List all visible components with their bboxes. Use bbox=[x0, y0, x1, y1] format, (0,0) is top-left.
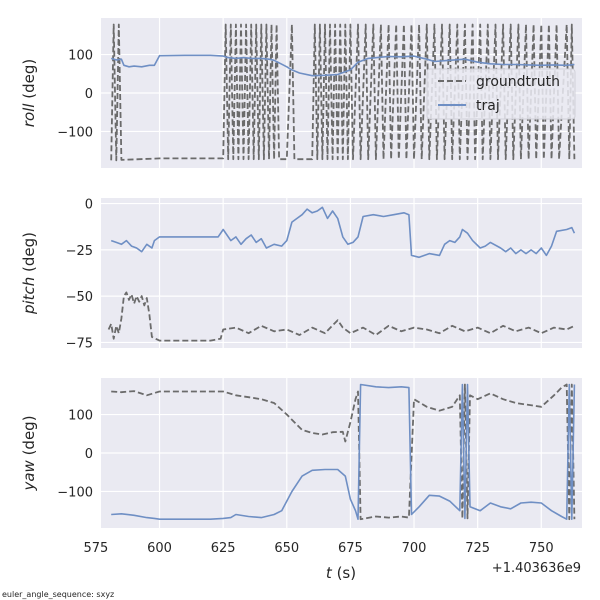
series-group-pitch bbox=[107, 206, 576, 342]
x-tick-label: 575 bbox=[83, 541, 108, 556]
x-tick-label: 650 bbox=[274, 541, 299, 556]
x-tick-labels: 575 600 625 650 675 700 725 750 bbox=[83, 541, 553, 556]
y-axis-label-var: roll bbox=[20, 103, 38, 128]
y-axis-label-unit: (deg) bbox=[20, 59, 38, 104]
series-group-yaw bbox=[111, 383, 576, 521]
x-offset-label: +1.403636e9 bbox=[492, 561, 581, 576]
y-axis-label-var: pitch bbox=[20, 277, 38, 315]
series-line-roll-traj bbox=[110, 54, 575, 77]
series-line-pitch-groundtruth bbox=[107, 291, 575, 342]
series-line-pitch-traj bbox=[110, 206, 576, 259]
y-tick-label-roll: 100 bbox=[68, 49, 93, 64]
y-axis-label-yaw: yaw (deg) bbox=[20, 415, 38, 491]
y-tick-label-yaw: −100 bbox=[57, 485, 93, 500]
y-tick-label-roll: −100 bbox=[57, 125, 93, 140]
x-axis-label: t (s) bbox=[326, 564, 356, 582]
y-tick-label-yaw: 100 bbox=[68, 409, 93, 424]
y-axis-label-unit: (deg) bbox=[20, 232, 38, 277]
panel-pitch: 0 −25 −50 −75 pitch (deg) bbox=[20, 198, 582, 351]
y-tick-label-pitch: −50 bbox=[66, 290, 93, 305]
y-tick-label-pitch: 0 bbox=[85, 198, 93, 213]
legend-groundtruth-label: groundtruth bbox=[476, 74, 560, 90]
x-tick-label: 700 bbox=[402, 541, 427, 556]
x-tick-label: 750 bbox=[529, 541, 554, 556]
y-axis-label-var: yaw bbox=[20, 459, 38, 491]
y-axis-label-pitch: pitch (deg) bbox=[20, 232, 38, 315]
legend-traj-label: traj bbox=[476, 98, 500, 114]
x-axis-label-unit: (s) bbox=[332, 564, 356, 582]
y-tick-label-roll: 0 bbox=[85, 87, 93, 102]
y-tick-label-pitch: −75 bbox=[66, 336, 93, 351]
series-line-yaw-traj bbox=[111, 383, 576, 520]
y-axis-label-roll: roll (deg) bbox=[20, 59, 38, 127]
y-tick-label-pitch: −25 bbox=[66, 244, 93, 259]
euler-sequence-footnote: euler_angle_sequence: sxyz bbox=[2, 590, 114, 599]
x-axis-label-var: t bbox=[326, 564, 333, 582]
y-axis-label-unit: (deg) bbox=[20, 415, 38, 460]
plot-area-pitch bbox=[101, 198, 582, 348]
x-tick-label: 625 bbox=[211, 541, 236, 556]
series-line-yaw-groundtruth bbox=[111, 383, 576, 521]
y-tick-label-yaw: 0 bbox=[85, 447, 93, 462]
panel-yaw: 100 0 −100 yaw (deg) bbox=[20, 378, 582, 528]
legend-box bbox=[426, 68, 576, 120]
legend: groundtruth traj bbox=[426, 68, 576, 120]
x-tick-label: 600 bbox=[147, 541, 172, 556]
x-tick-label: 675 bbox=[338, 541, 363, 556]
x-tick-label: 725 bbox=[465, 541, 490, 556]
